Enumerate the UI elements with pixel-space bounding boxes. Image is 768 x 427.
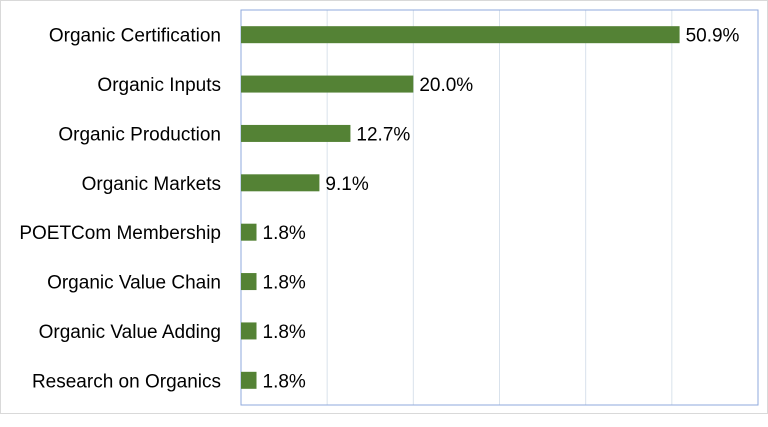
bar [241,371,257,389]
bar [241,223,257,241]
bar [241,273,257,291]
plot-area [240,9,759,406]
category-label: POETCom Membership [19,223,221,244]
data-label: 1.8% [263,371,306,392]
bar [241,124,351,142]
data-label: 12.7% [356,124,410,145]
bars [241,26,680,389]
bar [241,322,257,340]
category-label: Research on Organics [32,371,221,392]
data-label: 20.0% [419,75,473,96]
category-label: Organic Production [58,124,221,145]
data-label: 1.8% [263,322,306,343]
gridlines [326,10,673,405]
data-label: 9.1% [325,174,368,195]
data-label: 1.8% [263,273,306,294]
bar [241,75,414,93]
bar [241,174,320,192]
data-label: 1.8% [263,223,306,244]
category-label: Organic Certification [49,26,221,47]
category-label: Organic Value Chain [47,273,221,294]
category-labels: Organic Certification Organic Inputs Organ… [19,26,221,393]
category-label: Organic Markets [82,174,221,195]
category-label: Organic Inputs [97,75,221,96]
data-label: 50.9% [686,26,740,47]
category-label: Organic Value Adding [39,322,221,343]
bar [241,26,680,44]
chart-frame [0,0,768,414]
value-labels: 50.9% 20.0% 12.7% 9.1% 1.8% 1.8% 1.8% 1.8% [263,26,740,393]
